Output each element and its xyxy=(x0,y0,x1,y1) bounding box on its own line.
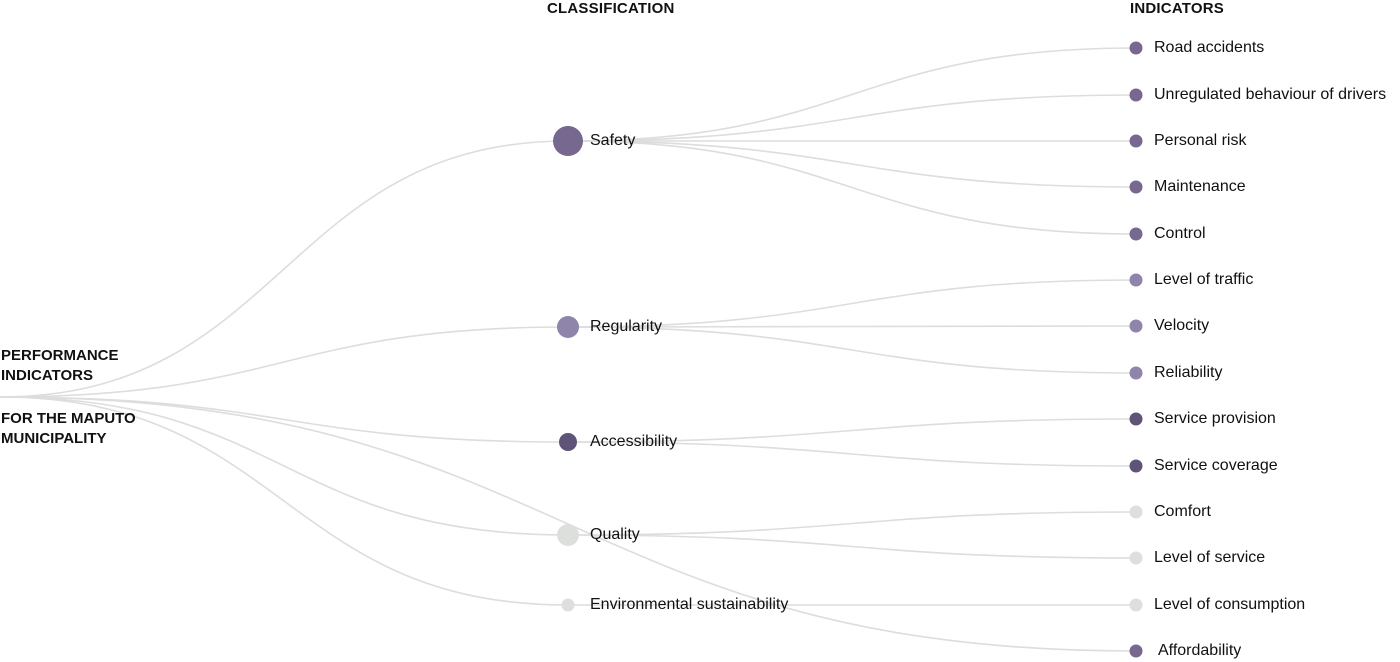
indicator-node-12[interactable] xyxy=(1129,598,1143,612)
indicator-label-1: Unregulated behaviour of drivers xyxy=(1154,86,1387,103)
link-regularity-indicator-6 xyxy=(567,325,1137,328)
indicator-label-2: Personal risk xyxy=(1154,132,1247,149)
indicator-label-12: Level of consumption xyxy=(1154,596,1306,613)
indicator-label-4: Control xyxy=(1154,225,1206,242)
link-safety-indicator-3 xyxy=(567,140,1137,188)
indicator-label-10: Comfort xyxy=(1154,503,1211,520)
category-label-safety: Safety xyxy=(590,132,636,149)
indicator-label-8: Service provision xyxy=(1154,410,1276,427)
link-root-regularity xyxy=(0,326,569,398)
link-safety-indicator-0 xyxy=(567,47,1137,142)
root-title-line-2: FOR THE MAPUTO MUNICIPALITY xyxy=(1,410,136,447)
category-label-accessibility: Accessibility xyxy=(590,433,678,450)
category-node-safety[interactable] xyxy=(553,126,583,156)
indicator-node-8[interactable] xyxy=(1129,412,1143,426)
root-title-line-1: PERFORMANCE INDICATORS xyxy=(1,347,119,384)
link-root-environmental xyxy=(0,396,569,606)
indicator-label-6: Velocity xyxy=(1154,317,1210,334)
indicators-header: INDICATORS xyxy=(1130,0,1224,17)
category-label-environmental: Environmental sustainability xyxy=(590,596,789,613)
category-node-quality[interactable] xyxy=(557,524,579,546)
indicator-node-4[interactable] xyxy=(1129,227,1143,241)
category-node-regularity[interactable] xyxy=(557,316,579,338)
indicator-node-0[interactable] xyxy=(1129,41,1143,55)
indicator-node-1[interactable] xyxy=(1129,88,1143,102)
indicator-node-2[interactable] xyxy=(1129,134,1143,148)
link-regularity-indicator-7 xyxy=(567,326,1137,374)
indicator-node-11[interactable] xyxy=(1129,551,1143,565)
link-quality-indicator-11 xyxy=(567,534,1137,559)
link-safety-indicator-4 xyxy=(567,140,1137,235)
indicator-node-13[interactable] xyxy=(1129,644,1143,658)
category-label-regularity: Regularity xyxy=(590,318,663,335)
classification-header: CLASSIFICATION xyxy=(547,0,675,17)
link-root-safety xyxy=(0,140,569,398)
link-quality-indicator-10 xyxy=(567,511,1137,536)
indicator-label-11: Level of service xyxy=(1154,549,1266,566)
link-accessibility-indicator-9 xyxy=(567,441,1137,467)
link-root-quality xyxy=(0,396,569,536)
indicator-node-6[interactable] xyxy=(1129,319,1143,333)
indicator-label-7: Reliability xyxy=(1154,364,1223,381)
category-node-accessibility[interactable] xyxy=(559,433,577,451)
indicator-label-5: Level of traffic xyxy=(1154,271,1254,288)
link-safety-indicator-1 xyxy=(567,94,1137,142)
category-node-environmental[interactable] xyxy=(561,598,575,612)
link-regularity-indicator-5 xyxy=(567,279,1137,328)
indicator-node-3[interactable] xyxy=(1129,180,1143,194)
category-label-quality: Quality xyxy=(590,526,640,543)
indicator-node-9[interactable] xyxy=(1129,459,1143,473)
indicator-node-10[interactable] xyxy=(1129,505,1143,519)
indicator-node-5[interactable] xyxy=(1129,273,1143,287)
indicator-label-0: Road accidents xyxy=(1154,39,1265,56)
indicator-node-7[interactable] xyxy=(1129,366,1143,380)
link-accessibility-indicator-8 xyxy=(567,418,1137,443)
indicator-label-13: Affordability xyxy=(1158,642,1242,659)
indicator-label-3: Maintenance xyxy=(1154,178,1246,195)
indicator-label-9: Service coverage xyxy=(1154,457,1278,474)
